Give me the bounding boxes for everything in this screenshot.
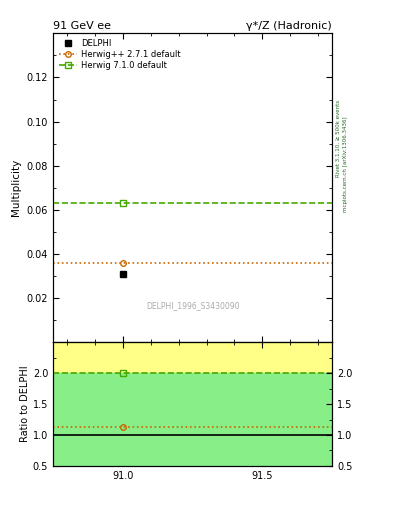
Text: Rivet 3.1.10, ≥ 500k events: Rivet 3.1.10, ≥ 500k events (336, 100, 341, 177)
Bar (53, 373, 332, 466)
Legend: DELPHI, Herwig++ 2.7.1 default, Herwig 7.1.0 default: DELPHI, Herwig++ 2.7.1 default, Herwig 7… (57, 37, 183, 72)
Text: mcplots.cern.ch [arXiv:1306.3436]: mcplots.cern.ch [arXiv:1306.3436] (343, 116, 348, 211)
Text: γ*/Z (Hadronic): γ*/Z (Hadronic) (246, 21, 332, 31)
Text: 91 GeV ee: 91 GeV ee (53, 21, 111, 31)
Y-axis label: Ratio to DELPHI: Ratio to DELPHI (20, 366, 30, 442)
Y-axis label: Multiplicity: Multiplicity (11, 159, 21, 217)
Text: DELPHI_1996_S3430090: DELPHI_1996_S3430090 (146, 301, 239, 310)
